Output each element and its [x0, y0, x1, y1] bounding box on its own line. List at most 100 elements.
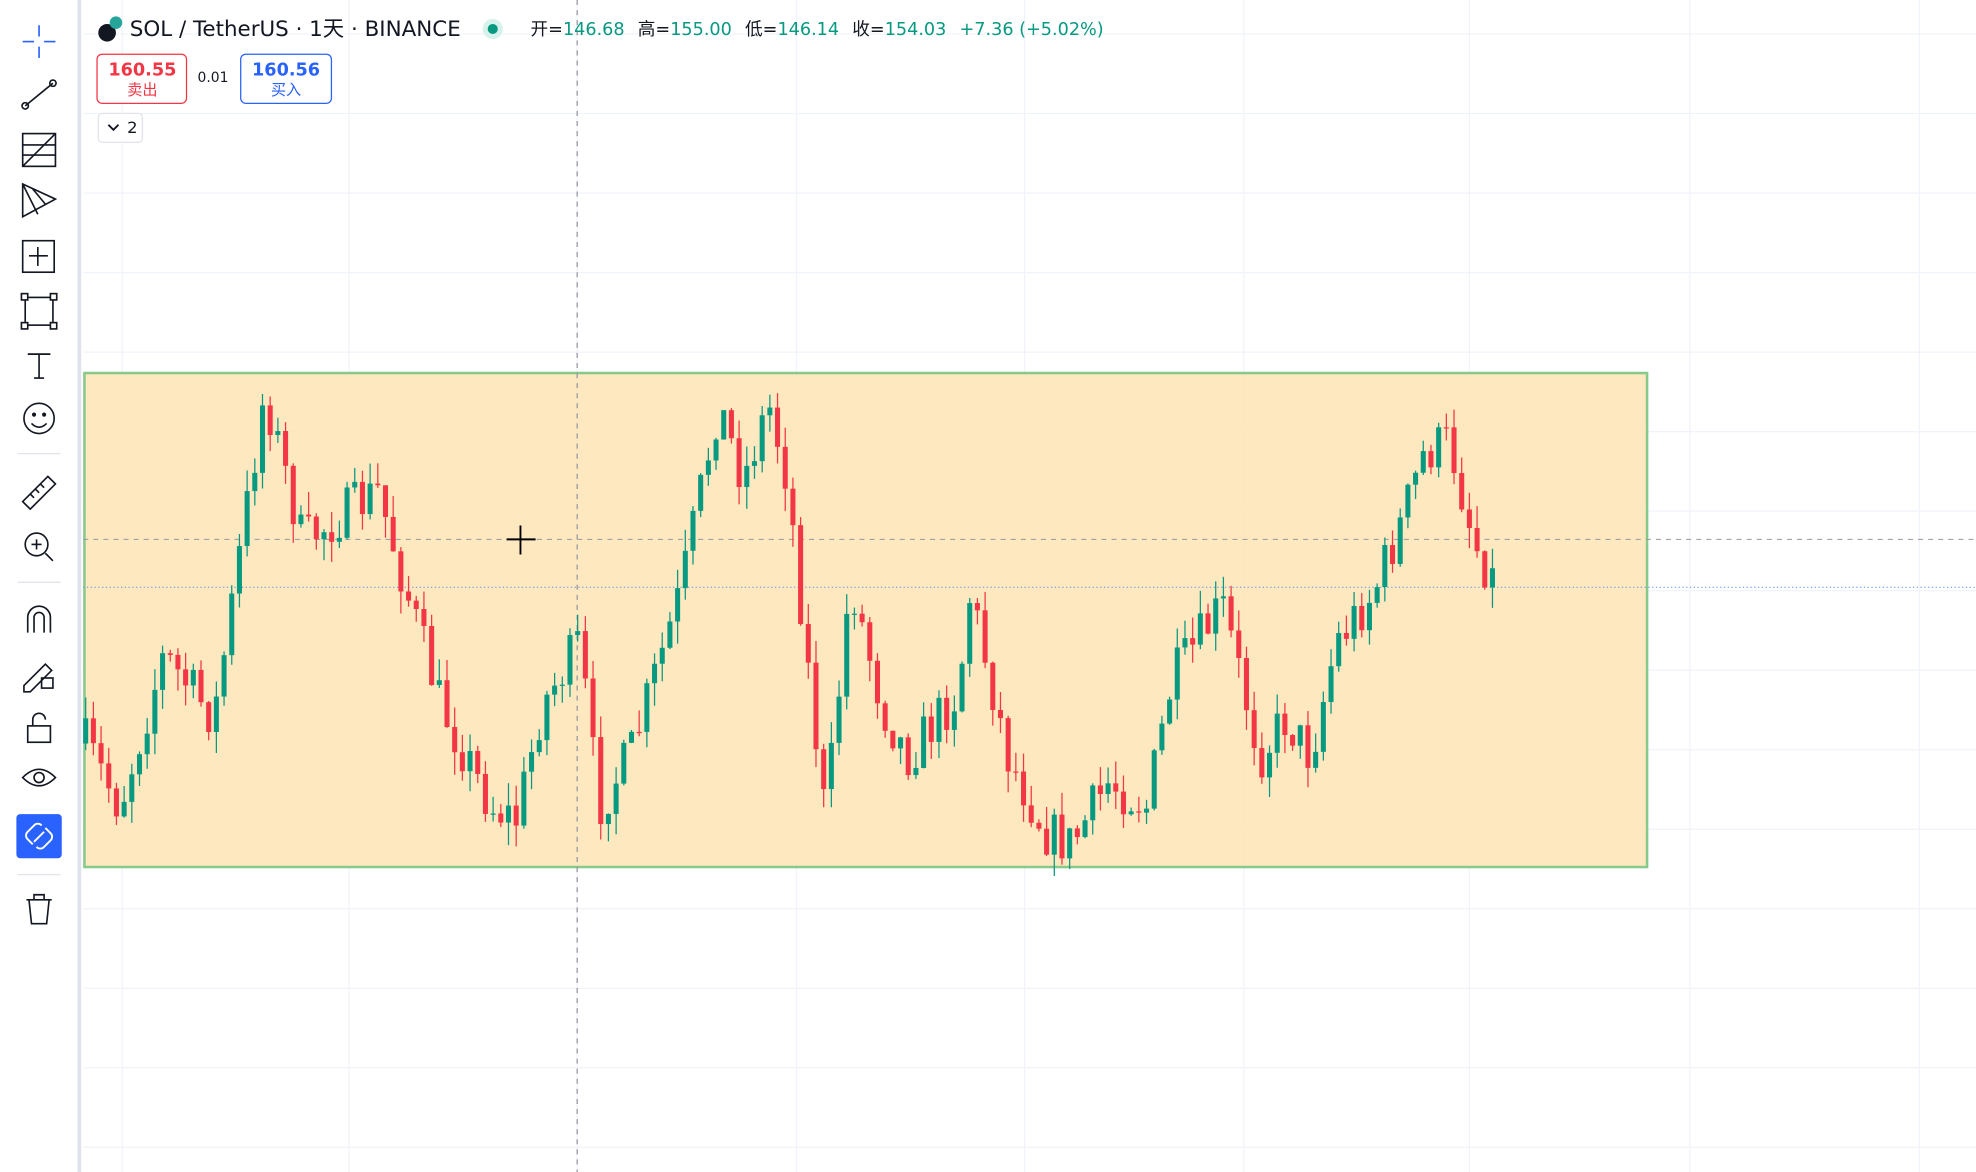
- candle-body: [136, 754, 143, 775]
- visibility-tool[interactable]: [21, 768, 57, 787]
- candle-body: [928, 716, 934, 742]
- candle-body: [1136, 811, 1142, 813]
- candle-body: [1336, 632, 1342, 667]
- candle-body: [851, 613, 857, 615]
- candle-body: [1090, 785, 1096, 821]
- spread: 0.01: [198, 70, 229, 86]
- symbol[interactable]: SOL / TetherUS · 1天 · BINANCE: [130, 17, 461, 42]
- buy-label: 买入: [271, 81, 301, 99]
- lock-tool[interactable]: [26, 712, 52, 744]
- candle-body: [652, 663, 658, 684]
- candle-body: [575, 631, 581, 635]
- candle-body: [536, 740, 542, 753]
- candle-body: [813, 662, 819, 750]
- candle-body: [836, 696, 842, 743]
- ohlc-value: 146.68: [563, 20, 625, 40]
- candle-body: [283, 431, 289, 466]
- sell-button[interactable]: [96, 53, 188, 104]
- candle-body: [1436, 427, 1442, 468]
- candle-body: [805, 623, 811, 663]
- measure-tool[interactable]: [21, 475, 57, 511]
- candle-body: [613, 783, 619, 814]
- candle-body: [644, 683, 650, 732]
- candle-body: [559, 684, 565, 686]
- candle-body: [183, 669, 189, 686]
- sell-label: 卖出: [127, 81, 157, 99]
- link-icon: [25, 822, 53, 850]
- indicators-toggle[interactable]: [97, 112, 144, 144]
- lock-drawing-tool[interactable]: [23, 662, 54, 693]
- candle-body: [1051, 814, 1057, 855]
- candle-body: [959, 663, 965, 712]
- candle-body: [713, 439, 719, 461]
- candle-body: [1190, 638, 1196, 645]
- candle-body: [1397, 517, 1403, 564]
- symbol-icon: [98, 16, 123, 42]
- buy-button[interactable]: [240, 53, 333, 104]
- ohlc-value: 154.03: [885, 20, 947, 40]
- candle-body: [890, 730, 896, 749]
- candle-body: [398, 551, 404, 592]
- candle-body: [459, 752, 465, 772]
- candle-body: [1420, 451, 1426, 473]
- candle-body: [759, 415, 765, 462]
- candle-body: [1374, 587, 1380, 603]
- zoom-tool[interactable]: [24, 532, 54, 562]
- candle-body: [1413, 472, 1419, 485]
- change: +7.36 (+5.02%): [960, 20, 1104, 40]
- candle-body: [967, 603, 973, 664]
- candle-body: [821, 749, 827, 790]
- prediction-tool[interactable]: [21, 239, 56, 274]
- candle-body: [682, 550, 688, 589]
- candle-body: [352, 481, 358, 488]
- candle-body: [1144, 808, 1150, 813]
- candle-body: [582, 631, 588, 679]
- candle-body: [1259, 748, 1265, 778]
- candle-body: [1236, 630, 1242, 658]
- candle-body: [1290, 735, 1296, 746]
- candle-body: [367, 483, 373, 515]
- candle-body: [1074, 828, 1080, 838]
- candle-body: [252, 472, 258, 492]
- candle-body: [1320, 702, 1326, 752]
- candle-body: [1105, 783, 1111, 794]
- candle-body: [1220, 596, 1226, 599]
- fib-tool[interactable]: [21, 132, 57, 168]
- candle-body: [905, 737, 911, 776]
- candle-body: [1351, 605, 1357, 639]
- candle-body: [259, 405, 266, 473]
- candle-body: [521, 771, 527, 826]
- candle-body: [244, 491, 250, 547]
- candle-body: [529, 752, 535, 772]
- candle-body: [1013, 771, 1019, 773]
- candle-body: [690, 510, 696, 551]
- candle-body: [1028, 805, 1034, 823]
- candle-body: [628, 731, 635, 743]
- pattern-tool[interactable]: [21, 182, 58, 219]
- indicators-count: 2: [127, 118, 137, 137]
- trend-line-tool[interactable]: [21, 79, 57, 110]
- candle-body: [160, 653, 166, 690]
- candle-body: [974, 603, 980, 611]
- candle-body: [106, 763, 112, 789]
- rectangle-drawing[interactable]: [83, 371, 1649, 869]
- buy-price: 160.56: [252, 61, 320, 81]
- icon-tool[interactable]: [23, 402, 56, 435]
- candle-body: [598, 737, 604, 825]
- text-tool[interactable]: [27, 353, 51, 379]
- candle-body: [874, 660, 881, 704]
- candle-body: [190, 669, 196, 686]
- delete-tool[interactable]: [26, 893, 52, 925]
- candle-body: [1282, 713, 1288, 736]
- candle-body: [436, 680, 442, 686]
- candle-body: [475, 750, 481, 774]
- candle-body: [329, 532, 335, 542]
- magnet-tool[interactable]: [26, 605, 52, 633]
- crosshair-tool[interactable]: [22, 25, 56, 58]
- candle-body: [129, 774, 135, 802]
- candle-body: [859, 613, 865, 623]
- candle-body: [236, 546, 242, 594]
- candle-body: [498, 813, 504, 823]
- shape-tool[interactable]: [20, 292, 58, 330]
